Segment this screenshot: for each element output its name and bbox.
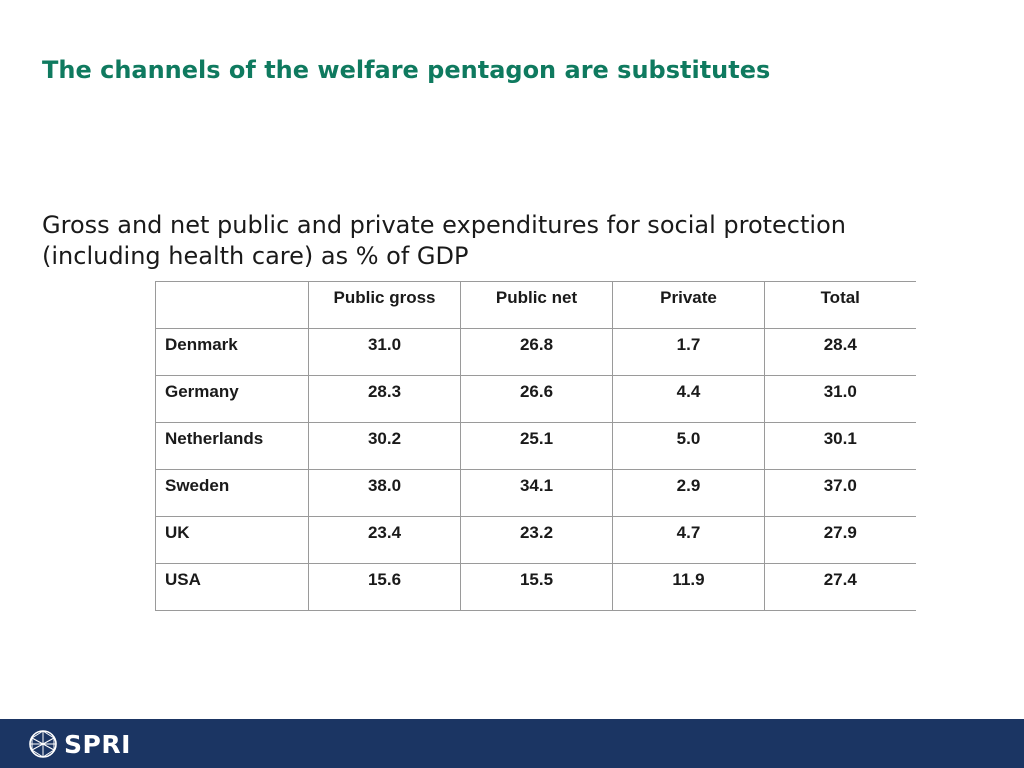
public-gross-cell: 30.2: [308, 422, 461, 470]
total-cell: 27.9: [764, 516, 916, 564]
header-private: Private: [612, 281, 765, 329]
spri-logo: SPRI: [28, 729, 131, 759]
public-net-cell: 26.8: [460, 328, 613, 376]
public-gross-cell: 28.3: [308, 375, 461, 423]
public-gross-cell: 31.0: [308, 328, 461, 376]
table-row: Denmark 31.0 26.8 1.7 28.4: [155, 328, 916, 376]
logo-text: SPRI: [64, 729, 131, 759]
country-cell: Germany: [155, 375, 309, 423]
country-cell: USA: [155, 563, 309, 611]
table-header-row: Public gross Public net Private Total: [155, 281, 916, 329]
slide-title: The channels of the welfare pentagon are…: [42, 56, 771, 84]
country-cell: Denmark: [155, 328, 309, 376]
total-cell: 31.0: [764, 375, 916, 423]
country-cell: Sweden: [155, 469, 309, 517]
table-row: Sweden 38.0 34.1 2.9 37.0: [155, 469, 916, 517]
slide-subtitle: Gross and net public and private expendi…: [42, 211, 846, 270]
public-net-cell: 25.1: [460, 422, 613, 470]
table-row: Netherlands 30.2 25.1 5.0 30.1: [155, 422, 916, 470]
header-total: Total: [764, 281, 916, 329]
public-gross-cell: 15.6: [308, 563, 461, 611]
table-row: USA 15.6 15.5 11.9 27.4: [155, 563, 916, 611]
private-cell: 4.7: [612, 516, 765, 564]
public-gross-cell: 23.4: [308, 516, 461, 564]
table-row: UK 23.4 23.2 4.7 27.9: [155, 516, 916, 564]
public-net-cell: 26.6: [460, 375, 613, 423]
expenditure-table-container: Public gross Public net Private Total De…: [155, 281, 916, 611]
footer-bar: SPRI: [0, 719, 1024, 768]
globe-network-icon: [28, 729, 58, 759]
total-cell: 27.4: [764, 563, 916, 611]
expenditure-table: Public gross Public net Private Total De…: [155, 281, 916, 611]
total-cell: 37.0: [764, 469, 916, 517]
header-public-gross: Public gross: [308, 281, 461, 329]
public-net-cell: 15.5: [460, 563, 613, 611]
private-cell: 5.0: [612, 422, 765, 470]
private-cell: 2.9: [612, 469, 765, 517]
total-cell: 30.1: [764, 422, 916, 470]
country-cell: UK: [155, 516, 309, 564]
header-cell-empty: [155, 281, 309, 329]
private-cell: 1.7: [612, 328, 765, 376]
public-net-cell: 23.2: [460, 516, 613, 564]
public-net-cell: 34.1: [460, 469, 613, 517]
header-public-net: Public net: [460, 281, 613, 329]
country-cell: Netherlands: [155, 422, 309, 470]
private-cell: 11.9: [612, 563, 765, 611]
total-cell: 28.4: [764, 328, 916, 376]
table-row: Germany 28.3 26.6 4.4 31.0: [155, 375, 916, 423]
private-cell: 4.4: [612, 375, 765, 423]
public-gross-cell: 38.0: [308, 469, 461, 517]
